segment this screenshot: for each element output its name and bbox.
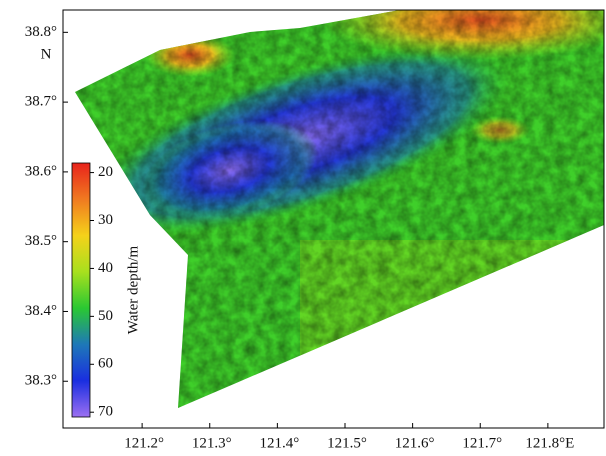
x-tick-label: 121.5°	[327, 435, 367, 451]
colorbar-tick-label: 50	[98, 308, 113, 324]
colorbar-tick-label: 70	[98, 404, 113, 420]
colorbar-tick-label: 30	[98, 212, 113, 228]
x-tick-label: 121.7°	[462, 435, 502, 451]
colorbar-label: Water depth/m	[125, 246, 141, 335]
x-tick-label: 121.2°	[124, 435, 164, 451]
colorbar-tick-label: 40	[98, 260, 113, 276]
x-tick-label: 121.3°	[192, 435, 232, 451]
x-tick-label: 121.8°E	[525, 435, 574, 451]
map-frame	[62, 9, 605, 429]
x-tick-label: 121.4°	[259, 435, 299, 451]
colorbar-tick-label: 60	[98, 356, 113, 372]
y-tick-label: 38.3°	[25, 373, 57, 389]
hemisphere-label: N	[41, 46, 52, 62]
colorbar-tick-label: 20	[98, 164, 113, 180]
y-tick-label: 38.8°	[25, 24, 57, 40]
y-tick-label: 38.7°	[25, 94, 57, 110]
y-tick-label: 38.4°	[25, 303, 57, 319]
bathymetry-surface	[75, 10, 604, 408]
y-tick-label: 38.6°	[25, 163, 57, 179]
colorbar	[71, 162, 91, 418]
y-tick-label: 38.5°	[25, 233, 57, 249]
x-tick-label: 121.6°	[395, 435, 435, 451]
